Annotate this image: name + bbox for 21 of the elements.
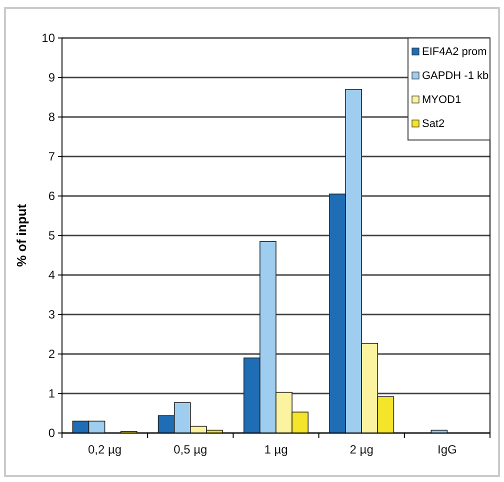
x-tick-label: IgG bbox=[438, 442, 457, 457]
x-tick-label: 0,5 µg bbox=[174, 442, 208, 457]
x-tick-label: 2 µg bbox=[350, 442, 374, 457]
y-axis-title: % of input bbox=[14, 203, 29, 267]
legend-label: Sat2 bbox=[422, 118, 445, 130]
y-tick-label: 2 bbox=[48, 346, 56, 361]
y-tick-label: 5 bbox=[48, 228, 56, 242]
legend-label: GAPDH -1 kb bbox=[422, 70, 489, 82]
x-tick-label: 0,2 µg bbox=[88, 442, 122, 457]
y-tick-label: 6 bbox=[48, 188, 56, 203]
legend-label: EIF4A2 prom bbox=[422, 46, 487, 58]
y-tick-label: 7 bbox=[48, 149, 56, 164]
y-tick-label: 4 bbox=[48, 268, 56, 282]
y-tick-label: 9 bbox=[48, 70, 56, 84]
y-tick-label: 1 bbox=[48, 386, 56, 400]
legend-label: MYOD1 bbox=[422, 94, 462, 106]
x-tick-label: 1 µg bbox=[264, 442, 288, 457]
y-tick-label: 0 bbox=[48, 426, 56, 440]
y-tick-label: 10 bbox=[42, 30, 56, 45]
y-tick-label: 3 bbox=[48, 307, 56, 322]
y-tick-label: 8 bbox=[48, 110, 56, 124]
